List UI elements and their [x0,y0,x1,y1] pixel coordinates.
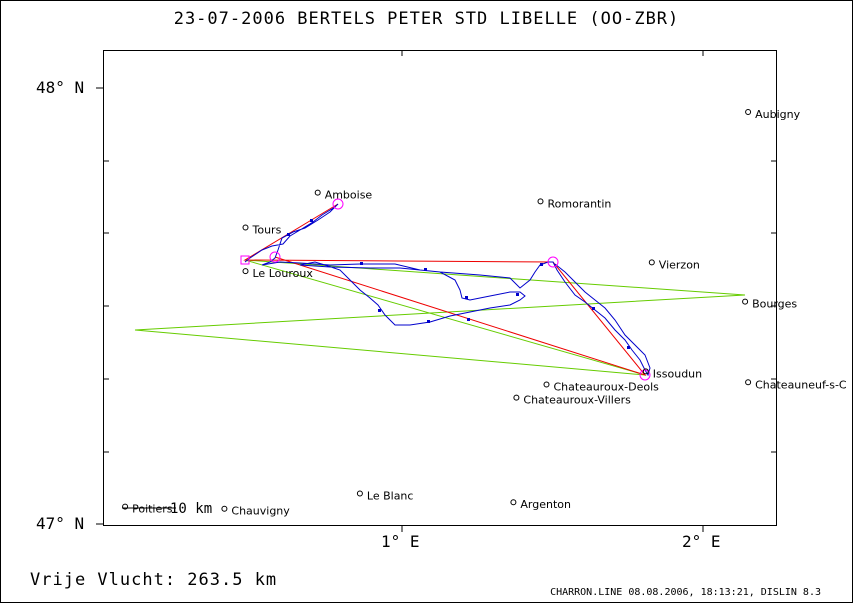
credits-line: CHARRON.LINE 08.08.2006, 18:13:21, DISLI… [550,587,821,598]
turnpoints [240,198,651,381]
y-label-47: 47° N [36,514,85,533]
x-ticks [401,50,704,532]
town-marker [510,499,517,506]
turnpoint-1 [332,198,344,210]
flight-track [244,203,651,377]
town-marker [745,109,752,115]
town-label: Aubigny [755,108,800,121]
town-label: Le Blanc [367,490,414,503]
turnpoint-3 [639,369,651,381]
distance-summary: Vrije Vlucht: 263.5 km [30,570,278,590]
town-markers: Aubigny Amboise Romorantin Tours Vierzon Le L… [122,108,847,518]
town-label: Chateauroux-Deols [554,381,660,394]
x-label-2e: 2° E [682,532,721,551]
start-marker [240,255,250,265]
town-marker [513,394,520,401]
town-label: Chauvigny [231,505,290,518]
town-label: Vierzon [659,258,700,271]
town-marker [356,490,363,497]
map-plot-area [103,50,777,526]
town-label: Poitiers [132,503,173,516]
town-marker [221,505,228,512]
y-ticks [96,87,777,525]
town-marker [642,368,649,375]
town-marker [648,259,655,266]
x-label-1e: 1° E [381,532,420,551]
scale-label: 10 km [170,501,212,517]
turnpoint-4 [269,251,281,263]
town-marker [242,224,249,231]
green-sector-lines [134,259,746,376]
town-marker [314,189,321,196]
town-label: Romorantin [548,197,612,210]
town-marker [742,298,749,305]
town-label: Tours [252,224,282,237]
page-title: 23-07-2006 BERTELS PETER STD LIBELLE (OO… [173,9,680,29]
turnpoint-2 [547,256,559,268]
town-label: Issoudun [653,367,702,380]
town-label: Argenton [520,498,571,511]
town-marker [537,198,544,205]
town-label: Le Louroux [253,267,314,280]
town-marker [543,381,550,388]
task-route [243,203,647,376]
town-label: Chateauneuf-s-C [755,378,847,391]
town-marker [122,503,129,510]
town-marker [745,379,752,386]
town-marker [242,268,249,275]
town-label: Bourges [752,298,797,311]
y-label-48: 48° N [36,78,85,97]
track-markers [287,219,630,349]
town-label: Amboise [325,189,373,202]
town-label: Chateauroux-Villers [523,394,631,407]
